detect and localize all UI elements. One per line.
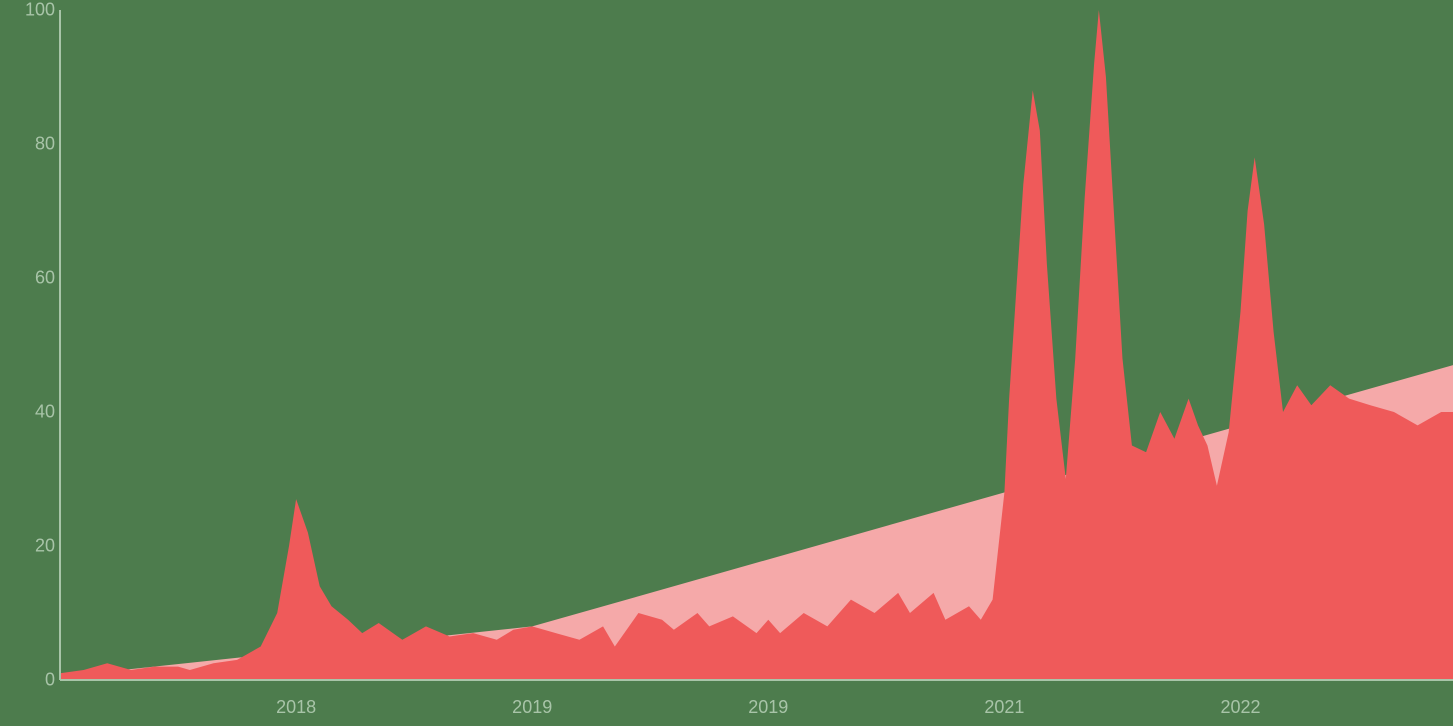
- area-chart: 0 20 40 60 80 100 2018 2019 2019 2021 2022: [0, 0, 1453, 726]
- chart-svg: [0, 0, 1453, 726]
- y-tick-label: 20: [35, 536, 55, 557]
- x-tick-label: 2021: [984, 697, 1024, 718]
- x-tick-label: 2022: [1220, 697, 1260, 718]
- x-tick-label: 2019: [512, 697, 552, 718]
- x-tick-label: 2019: [748, 697, 788, 718]
- y-tick-label: 80: [35, 134, 55, 155]
- x-tick-label: 2018: [276, 697, 316, 718]
- y-tick-label: 100: [25, 0, 55, 21]
- y-tick-label: 0: [45, 670, 55, 691]
- y-tick-label: 60: [35, 268, 55, 289]
- y-tick-label: 40: [35, 402, 55, 423]
